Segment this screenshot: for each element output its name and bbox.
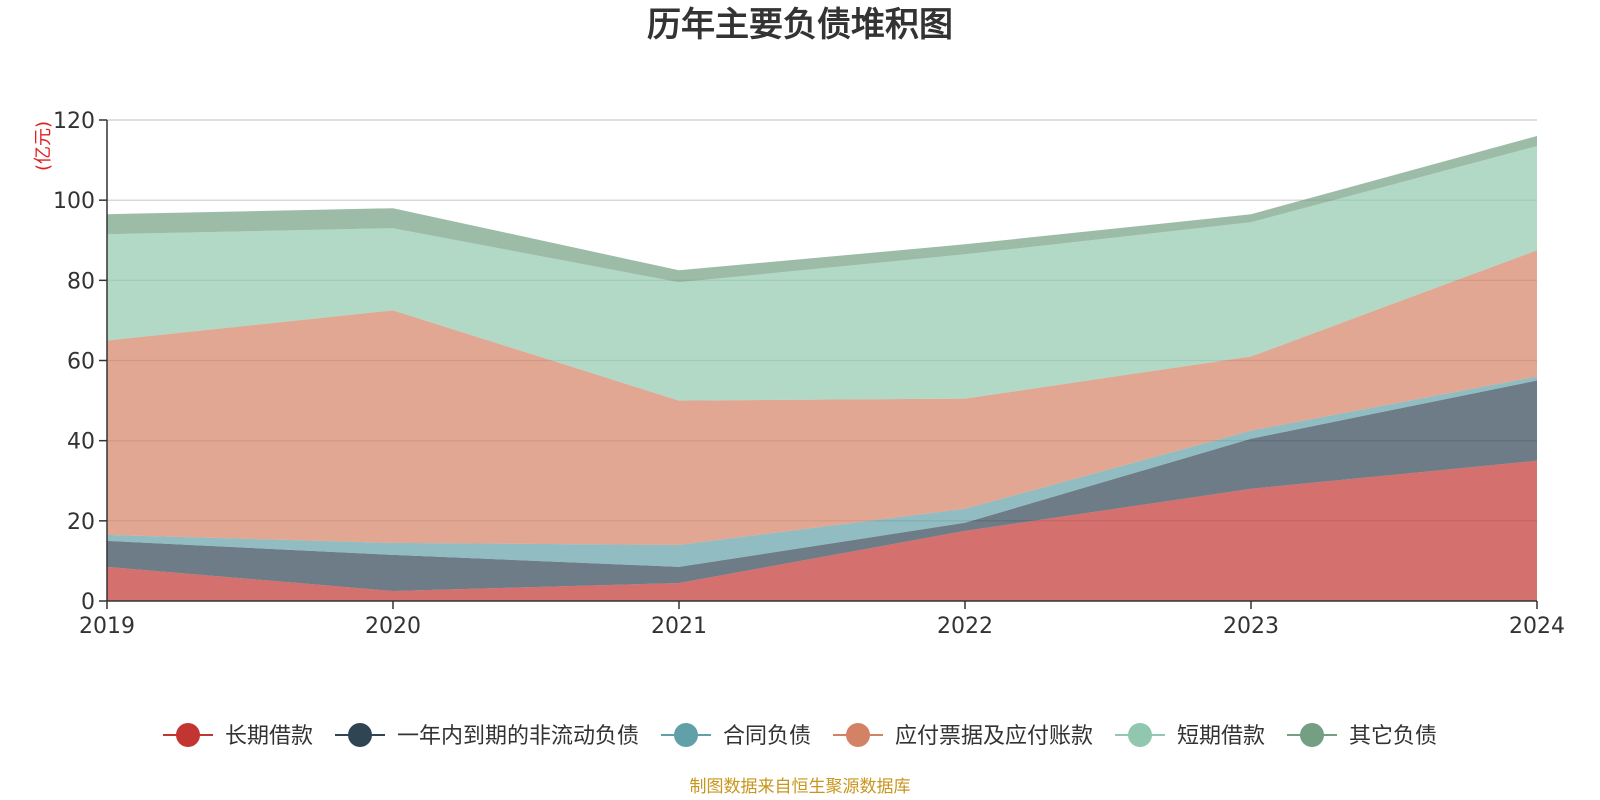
legend-label: 其它负债 — [1349, 724, 1437, 749]
x-tick-label: 2023 — [1223, 614, 1279, 639]
legend-item-5[interactable]: 短期借款 — [1115, 723, 1265, 749]
chart-title: 历年主要负债堆积图 — [647, 5, 953, 45]
area-series-3 — [107, 376, 1537, 567]
legend-marker — [846, 723, 870, 747]
axes: 0 20 40 60 80 100 120 2019 2020 2021 2022 2023 2024 — [53, 109, 1565, 639]
legend-marker — [348, 723, 372, 747]
area-series-5 — [107, 146, 1537, 401]
legend-item-4[interactable]: 应付票据及应付账款 — [833, 723, 1093, 749]
legend-item-1[interactable]: 长期借款 — [163, 723, 313, 749]
x-tick-label: 2019 — [79, 614, 135, 639]
legend-label: 合同负债 — [723, 724, 811, 749]
y-tick-label: 20 — [67, 510, 95, 535]
legend-marker — [1128, 723, 1152, 747]
area-series — [107, 136, 1537, 601]
x-tick-label: 2022 — [937, 614, 993, 639]
y-tick-label: 100 — [53, 189, 95, 214]
y-axis-unit: (亿元) — [33, 121, 54, 171]
area-series-1 — [107, 460, 1537, 601]
legend-label: 长期借款 — [225, 724, 313, 749]
legend-label: 应付票据及应付账款 — [895, 724, 1093, 749]
legend-item-3[interactable]: 合同负债 — [661, 723, 811, 749]
x-tick-label: 2021 — [651, 614, 707, 639]
y-tick-label: 120 — [53, 109, 95, 134]
y-tick-label: 40 — [67, 430, 95, 455]
area-series-2 — [107, 380, 1537, 591]
data-source-note: 制图数据来自恒生聚源数据库 — [690, 777, 911, 797]
y-tick-label: 80 — [67, 269, 95, 294]
x-tick-label: 2020 — [365, 614, 421, 639]
legend-label: 短期借款 — [1177, 724, 1265, 749]
x-tick-label: 2024 — [1509, 614, 1565, 639]
legend-item-6[interactable]: 其它负债 — [1287, 723, 1437, 749]
y-tick-label: 0 — [81, 590, 95, 615]
legend-label: 一年内到期的非流动负债 — [397, 724, 639, 749]
legend-item-2[interactable]: 一年内到期的非流动负债 — [335, 723, 639, 749]
area-series-6 — [107, 136, 1537, 283]
legend-marker — [674, 723, 698, 747]
area-series-4 — [107, 250, 1537, 545]
y-tick-label: 60 — [67, 350, 95, 375]
legend-marker — [176, 723, 200, 747]
legend-marker — [1300, 723, 1324, 747]
legend: 长期借款 一年内到期的非流动负债 合同负债 应付票据及应付账款 短期借款 其它负债 — [163, 723, 1437, 749]
